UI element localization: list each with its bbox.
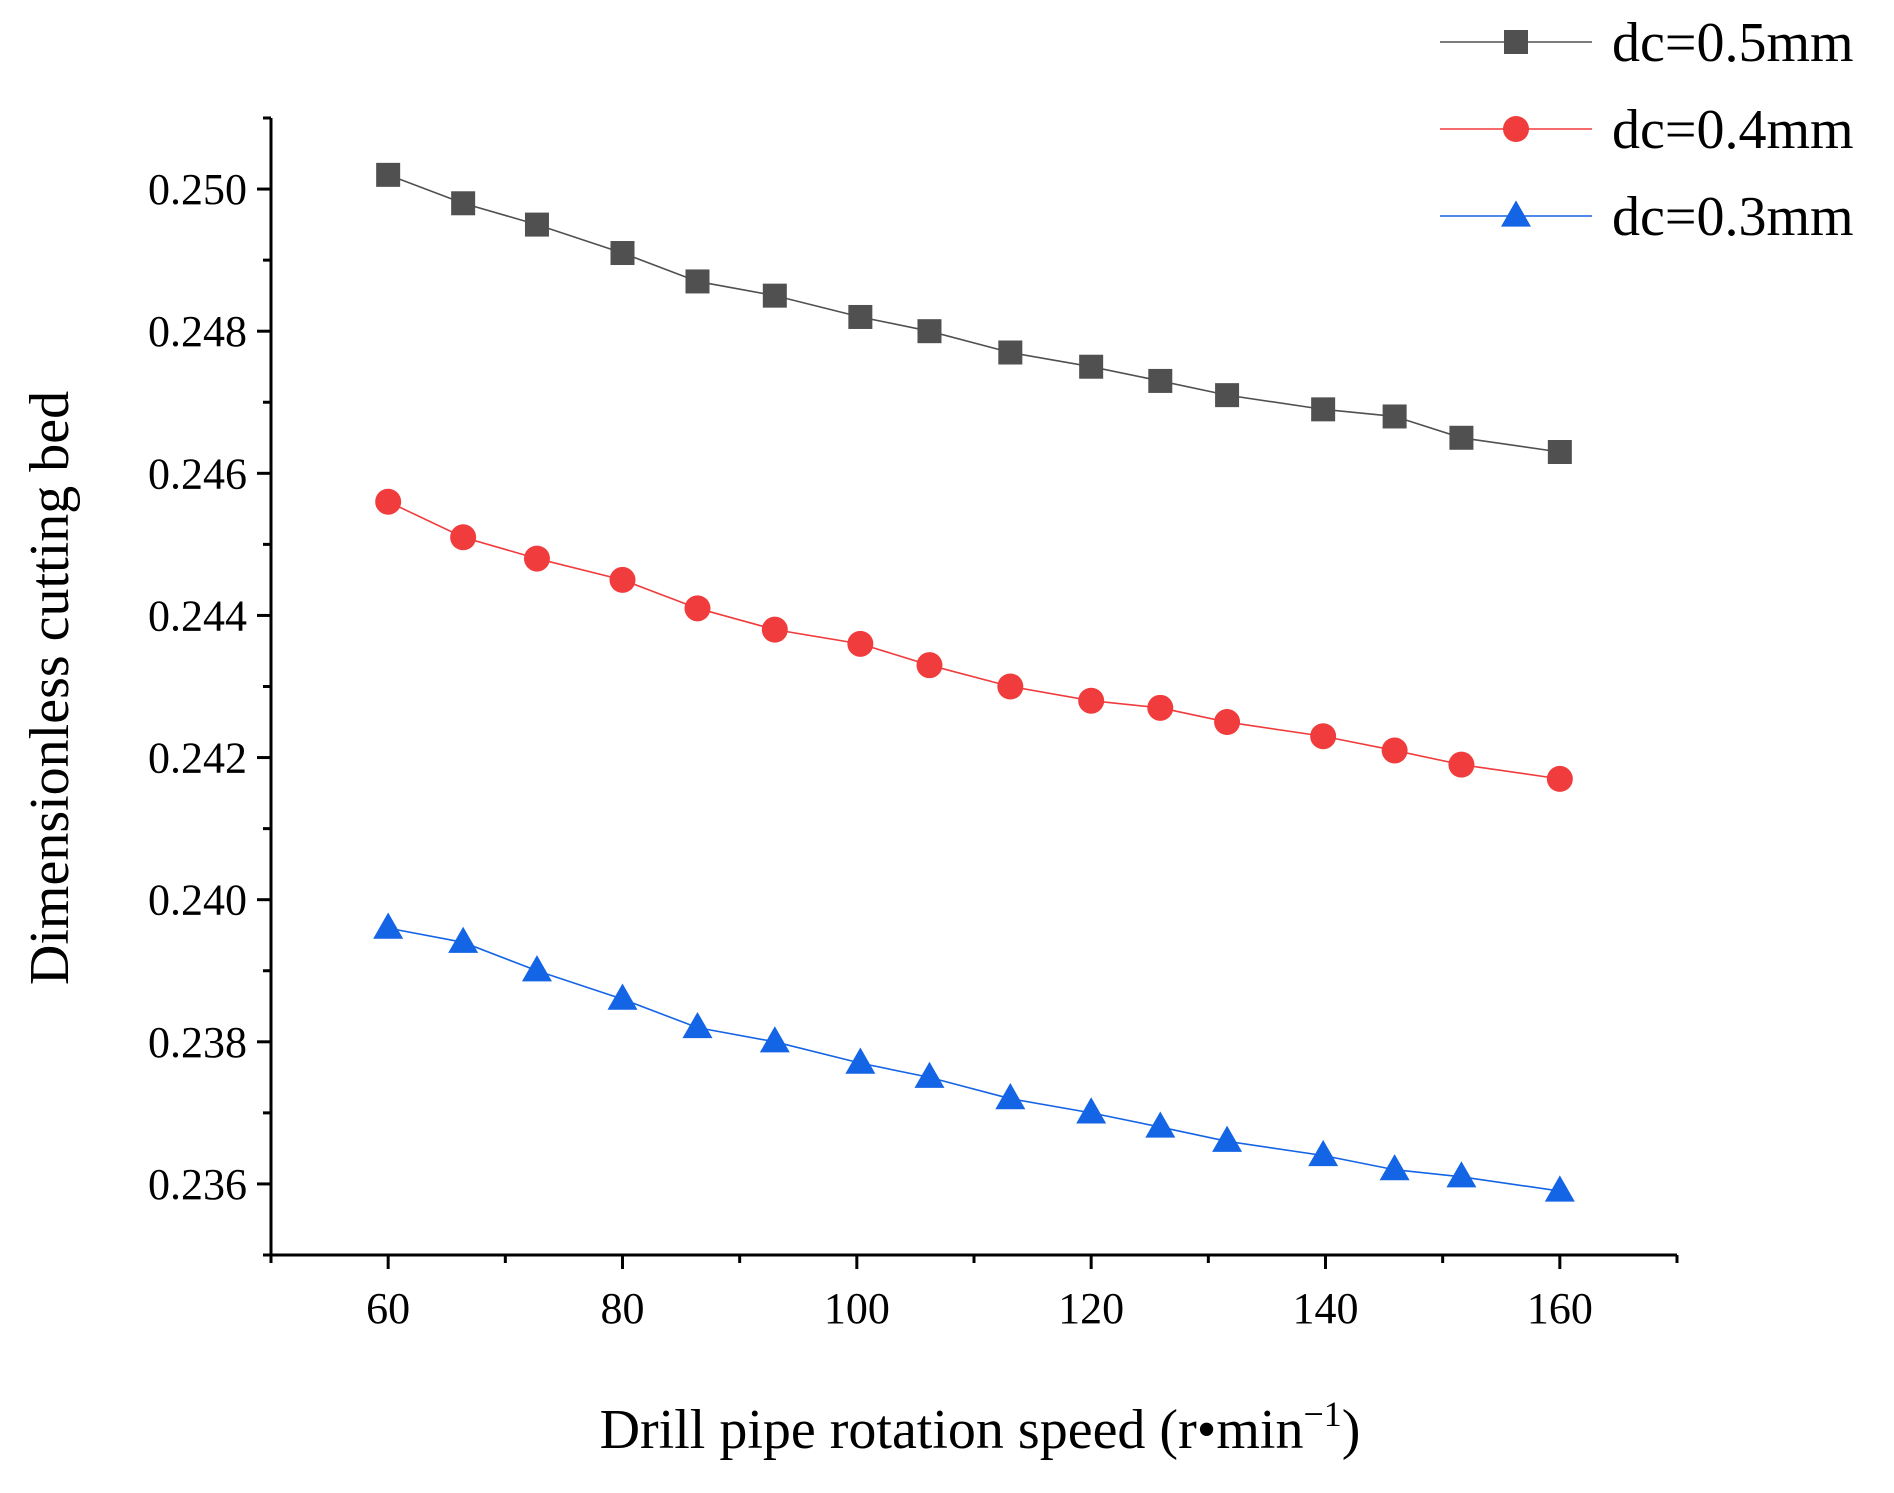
data-point bbox=[1311, 397, 1336, 422]
axes: 0.236 0.238 0.240 0.242 0.244 0.246 0.248 0.250… bbox=[148, 116, 1679, 1333]
x-tick-label: 120 bbox=[1058, 1284, 1124, 1333]
data-point bbox=[373, 912, 404, 939]
series-line bbox=[387, 174, 1560, 453]
y-tick-label: 0.246 bbox=[148, 449, 247, 498]
data-point bbox=[1308, 1139, 1339, 1167]
series-line bbox=[387, 501, 1560, 780]
y-tick-label: 0.236 bbox=[148, 1160, 247, 1209]
data-point bbox=[523, 545, 550, 572]
legend: dc=0.5mm dc=0.4mm dc=0.3mm bbox=[1440, 12, 1854, 248]
data-point bbox=[1382, 404, 1407, 429]
data-point bbox=[607, 983, 638, 1010]
series-dc=0.3mm bbox=[373, 912, 1575, 1202]
data-point bbox=[1379, 1154, 1410, 1181]
data-point bbox=[1079, 354, 1104, 379]
y-tick-label: 0.250 bbox=[148, 165, 247, 214]
x-tick-label: 140 bbox=[1293, 1284, 1359, 1333]
data-point bbox=[762, 283, 787, 308]
data-point bbox=[1076, 1097, 1107, 1124]
y-tick-label: 0.238 bbox=[148, 1018, 247, 1067]
data-point bbox=[1147, 694, 1174, 721]
data-point bbox=[845, 1047, 876, 1074]
legend-label: dc=0.3mm bbox=[1612, 186, 1854, 248]
legend-item: dc=0.3mm bbox=[1440, 186, 1854, 248]
data-point bbox=[684, 595, 711, 622]
series-line bbox=[388, 927, 1560, 1192]
legend-label: dc=0.5mm bbox=[1612, 12, 1854, 74]
data-point bbox=[682, 1011, 713, 1039]
y-tick-label: 0.242 bbox=[148, 734, 247, 783]
data-point bbox=[521, 955, 552, 982]
data-point bbox=[1448, 751, 1475, 778]
data-point bbox=[451, 191, 476, 216]
data-point bbox=[609, 566, 636, 593]
legend-item: dc=0.5mm bbox=[1440, 12, 1854, 74]
x-tick-label: 80 bbox=[601, 1284, 645, 1333]
data-point bbox=[524, 212, 549, 237]
data-point bbox=[376, 162, 401, 187]
y-axis-title: Dimensionless cutting bed bbox=[19, 391, 81, 985]
legend-item: dc=0.4mm bbox=[1440, 99, 1854, 161]
data-point bbox=[1212, 1125, 1243, 1152]
data-point bbox=[997, 673, 1024, 700]
legend-label: dc=0.4mm bbox=[1612, 99, 1854, 161]
data-point bbox=[1446, 1161, 1477, 1188]
data-point bbox=[916, 652, 943, 679]
data-point bbox=[375, 488, 402, 515]
legend-marker bbox=[1501, 200, 1531, 227]
data-point bbox=[761, 616, 788, 643]
data-point bbox=[1310, 723, 1337, 750]
y-tick-label: 0.240 bbox=[148, 876, 247, 925]
data-point bbox=[685, 269, 710, 294]
data-point bbox=[995, 1083, 1026, 1110]
data-point bbox=[998, 340, 1023, 365]
data-point bbox=[917, 319, 942, 344]
data-point bbox=[1145, 1111, 1176, 1138]
data-point bbox=[1544, 1175, 1575, 1202]
data-point bbox=[1148, 368, 1173, 393]
data-point bbox=[610, 241, 635, 266]
plot-area bbox=[373, 162, 1575, 1202]
x-tick-label: 60 bbox=[366, 1284, 410, 1333]
legend-marker bbox=[1503, 116, 1529, 142]
x-axis-title: Drill pipe rotation speed (r•min−1) bbox=[600, 1394, 1361, 1461]
data-point bbox=[1214, 709, 1241, 736]
data-point bbox=[914, 1061, 945, 1088]
data-point bbox=[1547, 439, 1572, 464]
data-point bbox=[1078, 687, 1105, 714]
data-point bbox=[1546, 765, 1573, 792]
data-point bbox=[759, 1026, 790, 1053]
legend-marker bbox=[1504, 30, 1528, 54]
data-point bbox=[450, 524, 477, 551]
data-point bbox=[1215, 383, 1240, 408]
series-dc=0.4mm bbox=[375, 488, 1573, 792]
x-tick-label: 100 bbox=[824, 1284, 890, 1333]
data-point bbox=[1381, 737, 1408, 764]
data-point bbox=[847, 630, 874, 657]
y-tick-label: 0.244 bbox=[148, 591, 247, 640]
x-tick-label: 160 bbox=[1527, 1284, 1593, 1333]
data-point bbox=[848, 304, 873, 329]
y-tick-label: 0.248 bbox=[148, 307, 247, 356]
data-point bbox=[1449, 425, 1474, 450]
series-dc=0.5mm bbox=[376, 162, 1572, 464]
data-point bbox=[448, 926, 479, 953]
